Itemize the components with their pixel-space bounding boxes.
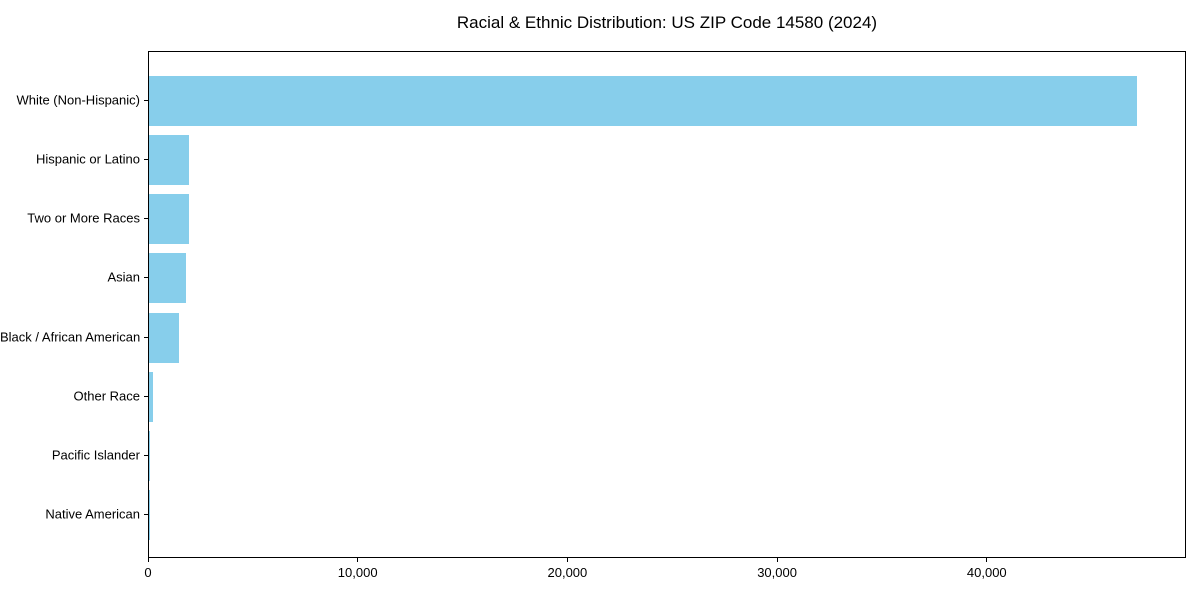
y-tick-mark — [144, 158, 148, 160]
x-tick-mark — [357, 558, 359, 562]
bar — [149, 134, 190, 185]
bars-container — [149, 52, 1185, 557]
y-tick-mark — [144, 455, 148, 457]
x-tick-mark — [147, 558, 149, 562]
y-tick-label: Two or More Races — [27, 210, 140, 226]
y-tick-label: Asian — [107, 269, 140, 285]
x-tick-label: 40,000 — [966, 565, 1007, 580]
bar — [149, 431, 150, 482]
x-tick-mark — [986, 558, 988, 562]
y-tick-mark — [144, 277, 148, 279]
y-tick-mark — [144, 395, 148, 397]
bar — [149, 253, 186, 304]
y-tick-mark — [144, 336, 148, 338]
y-tick-label: Black / African American — [0, 329, 141, 345]
y-tick-label: Pacific Islander — [51, 447, 140, 463]
y-tick-mark — [144, 99, 148, 101]
chart-title: Racial & Ethnic Distribution: US ZIP Cod… — [456, 13, 878, 32]
y-tick-label: Native American — [45, 506, 140, 522]
x-tick-label: 0 — [144, 565, 152, 580]
plot-area — [148, 51, 1186, 558]
y-tick-mark — [144, 218, 148, 220]
y-tick-mark — [144, 514, 148, 516]
x-tick-label: 10,000 — [337, 565, 378, 580]
y-tick-label: White (Non-Hispanic) — [16, 92, 140, 108]
y-tick-label: Other Race — [73, 388, 140, 404]
bar — [149, 312, 180, 363]
x-tick-label: 20,000 — [547, 565, 588, 580]
x-tick-label: 30,000 — [757, 565, 797, 580]
x-tick-mark — [566, 558, 568, 562]
x-tick-mark — [776, 558, 778, 562]
y-tick-label: Hispanic or Latino — [35, 151, 140, 167]
bar — [149, 194, 189, 245]
bar — [149, 75, 1137, 126]
bar — [149, 371, 153, 422]
